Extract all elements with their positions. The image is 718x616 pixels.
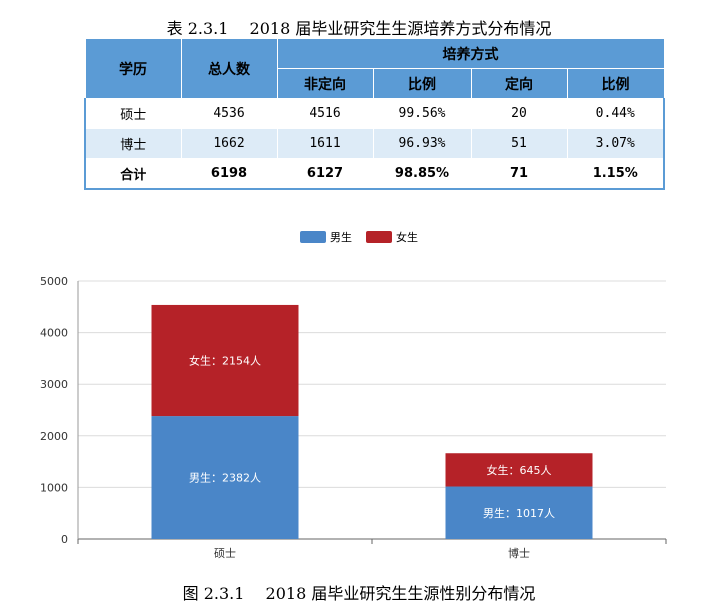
legend-item-male[interactable]: 男生 [300,229,352,245]
cell-ratio-1: 96.93% [372,128,472,159]
header-total: 总人数 [180,38,278,99]
y-tick-label: 5000 [40,275,68,288]
y-tick-label: 0 [61,533,68,546]
table-title: 表 2.3.1 2018 届毕业研究生生源培养方式分布情况 [166,19,552,38]
bar-female [151,304,299,417]
data-label: 女生：645人 [487,463,552,477]
cell-total: 4536 [180,98,278,129]
y-tick-label: 2000 [40,430,68,443]
legend-item-female[interactable]: 女生 [366,229,418,245]
y-tick-label: 4000 [40,327,68,340]
cell-ratio-1: 98.85% [372,158,472,190]
legend-swatch-female [366,231,392,243]
header-non-directed: 非定向 [276,68,374,99]
header-training-mode: 培养方式 [276,38,665,69]
cell-ratio-2: 3.07% [566,128,665,159]
y-tick-label: 1000 [40,481,68,494]
cell-directed: 51 [470,128,568,159]
header-ratio-2: 比例 [566,68,665,99]
cell-degree: 博士 [84,128,182,159]
legend-label-female: 女生 [396,231,418,244]
header-directed: 定向 [470,68,568,99]
cell-ratio-2: 1.15% [566,158,665,190]
cell-directed: 71 [470,158,568,190]
cell-total: 6198 [180,158,278,190]
cell-non-directed: 4516 [276,98,374,129]
cell-total: 1662 [180,128,278,159]
table-row-total: 合计 6198 6127 98.85% 71 1.15% [84,158,665,190]
cell-ratio-2: 0.44% [566,98,665,129]
header-degree: 学历 [84,38,182,99]
figure-caption: 图 2.3.1 2018 届毕业研究生生源性别分布情况 [182,584,536,603]
training-mode-table: 学历 总人数 培养方式 非定向 比例 定向 比例 硕士 4536 4516 99… [84,38,665,190]
cell-degree: 硕士 [84,98,182,129]
bar-female [445,453,593,487]
cell-non-directed: 1611 [276,128,374,159]
data-label: 男生：2382人 [189,471,261,485]
chart-legend: 男生 女生 [0,229,718,245]
data-label: 男生：1017人 [483,506,555,520]
header-ratio-1: 比例 [372,68,472,99]
bar-male [445,486,593,539]
cell-non-directed: 6127 [276,158,374,190]
legend-swatch-male [300,231,326,243]
x-tick-label: 博士 [508,547,530,560]
x-tick-label: 硕士 [214,547,236,560]
cell-degree: 合计 [84,158,182,190]
cell-directed: 20 [470,98,568,129]
data-label: 女生：2154人 [189,354,261,368]
bar-male [151,416,299,539]
y-tick-label: 3000 [40,378,68,391]
legend-label-male: 男生 [330,231,352,244]
table-row: 博士 1662 1611 96.93% 51 3.07% [84,128,665,159]
table-row: 硕士 4536 4516 99.56% 20 0.44% [84,98,665,129]
cell-ratio-1: 99.56% [372,98,472,129]
